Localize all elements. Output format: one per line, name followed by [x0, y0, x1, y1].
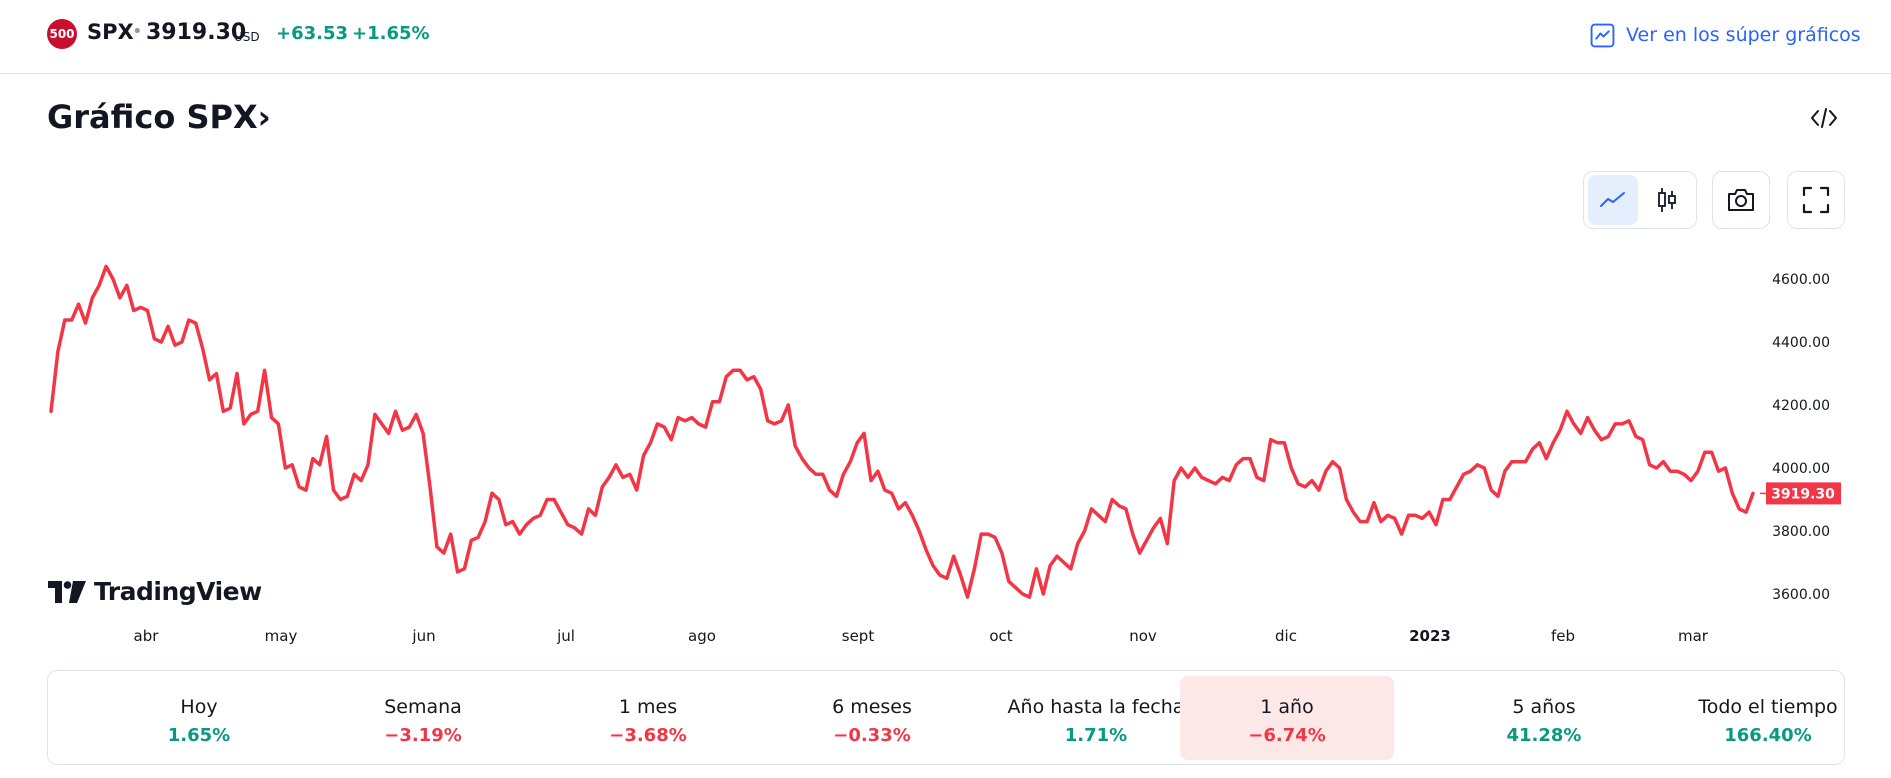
period-3[interactable]: 6 meses −0.33% [765, 676, 979, 760]
x-tick-label: abr [134, 627, 160, 645]
x-tick-label: mar [1678, 627, 1709, 645]
period-change: 41.28% [1506, 725, 1582, 746]
last-price-value: 3919.30 [1771, 486, 1835, 502]
x-tick-label: oct [989, 627, 1012, 645]
price-change-percent: +1.65% [352, 23, 430, 44]
camera-icon [1728, 189, 1754, 211]
period-change: −3.19% [384, 725, 462, 746]
y-tick-label: 4000.00 [1772, 461, 1830, 477]
x-tick-label: jul [556, 627, 575, 645]
x-tick-label: jun [411, 627, 435, 645]
x-tick-label: feb [1551, 627, 1575, 645]
x-tick-label: may [265, 627, 298, 645]
y-axis: 4600.00 4400.00 4200.00 4000.00 3800.00 3600.… [1772, 272, 1830, 603]
index-logo: 500 [47, 19, 77, 49]
y-tick-label: 4200.00 [1772, 398, 1830, 414]
period-6[interactable]: 5 años 41.28% [1437, 676, 1651, 760]
chart-type-toggle [1583, 171, 1697, 229]
period-label: 5 años [1512, 696, 1576, 718]
period-change: −6.74% [1248, 725, 1326, 746]
x-tick-label: sept [842, 627, 875, 645]
super-charts-link-label: Ver en los súper gráficos [1626, 24, 1861, 46]
y-tick-label: 4600.00 [1772, 272, 1830, 288]
x-tick-label: ago [688, 627, 716, 645]
price-line [49, 264, 1755, 599]
embed-code-icon[interactable] [1810, 106, 1838, 130]
x-axis: abr may jun jul ago sept oct nov dic 2023 feb mar [134, 627, 1709, 645]
period-7[interactable]: Todo el tiempo 166.40% [1661, 676, 1875, 760]
period-label: Todo el tiempo [1698, 696, 1838, 718]
tradingview-wordmark: TradingView [94, 577, 262, 606]
x-tick-label: nov [1129, 627, 1157, 645]
price-chart[interactable]: 4600.00 4400.00 4200.00 4000.00 3800.00 3600.… [0, 250, 1891, 660]
currency-label: USD [234, 30, 260, 44]
candle-chart-button[interactable] [1642, 175, 1692, 225]
separator-dot: • [132, 21, 143, 42]
y-tick-label: 3800.00 [1772, 524, 1830, 540]
last-price: 3919.30 [146, 20, 247, 45]
quote-header: 500 SPX • 3919.30 USD +63.53 +1.65% Ver … [0, 0, 1891, 74]
period-label: Hoy [180, 696, 218, 718]
snapshot-button[interactable] [1712, 171, 1770, 229]
candlestick-icon [1658, 188, 1676, 212]
last-price-label: 3919.30 [1760, 482, 1841, 505]
period-5[interactable]: 1 año −6.74% [1180, 676, 1394, 760]
tradingview-logo-icon [48, 580, 86, 603]
period-label: 1 mes [618, 696, 678, 718]
period-change: 166.40% [1724, 725, 1812, 746]
price-change: +63.53 [276, 23, 349, 44]
x-tick-label: 2023 [1409, 627, 1451, 645]
super-charts-link[interactable]: Ver en los súper gráficos [1590, 20, 1861, 50]
fullscreen-icon [1802, 186, 1830, 214]
period-0[interactable]: Hoy 1.65% [92, 676, 306, 760]
x-tick-label: dic [1275, 627, 1297, 645]
chart-line-icon [1590, 23, 1615, 47]
period-change: −3.68% [609, 725, 687, 746]
chevron-right-icon: › [257, 98, 271, 136]
symbol-name[interactable]: SPX [87, 20, 134, 44]
y-tick-label: 4400.00 [1772, 335, 1830, 351]
line-chart-icon [1600, 192, 1625, 207]
y-tick-label: 3600.00 [1772, 587, 1830, 603]
line-chart-button[interactable] [1588, 175, 1638, 225]
period-label: 1 año [1260, 696, 1314, 718]
page-title[interactable]: Gráfico SPX› [47, 98, 271, 136]
performance-bar: Hoy 1.65% Semana −3.19% 1 mes −3.68% 6 meses −0… [47, 670, 1845, 765]
period-label: Semana [384, 696, 462, 718]
tradingview-watermark: TradingView [48, 577, 262, 606]
page-title-text: Gráfico SPX [47, 98, 258, 136]
period-change: 1.71% [1064, 725, 1128, 746]
period-1[interactable]: Semana −3.19% [316, 676, 530, 760]
period-change: 1.65% [167, 725, 231, 746]
period-label: 6 meses [832, 696, 912, 718]
period-change: −0.33% [833, 725, 911, 746]
fullscreen-button[interactable] [1787, 171, 1845, 229]
period-2[interactable]: 1 mes −3.68% [541, 676, 755, 760]
period-label: Año hasta la fecha [1007, 696, 1185, 718]
period-4[interactable]: Año hasta la fecha 1.71% [989, 676, 1203, 760]
